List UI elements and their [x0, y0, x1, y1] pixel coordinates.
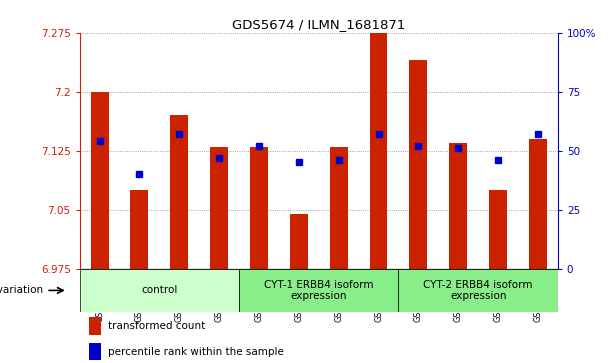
- Bar: [91, 91, 109, 269]
- Bar: [290, 213, 308, 269]
- Bar: [250, 147, 268, 269]
- Bar: [330, 147, 348, 269]
- Bar: [170, 115, 188, 269]
- Text: GSM1380134: GSM1380134: [374, 269, 383, 322]
- Bar: [398, 269, 558, 312]
- Bar: [529, 139, 547, 269]
- Text: control: control: [141, 285, 178, 295]
- Text: GSM1380133: GSM1380133: [334, 269, 343, 322]
- Text: GSM1380128: GSM1380128: [294, 269, 303, 322]
- Text: CYT-2 ERBB4 isoform
expression: CYT-2 ERBB4 isoform expression: [424, 280, 533, 301]
- Text: GSM1380127: GSM1380127: [254, 269, 264, 322]
- Title: GDS5674 / ILMN_1681871: GDS5674 / ILMN_1681871: [232, 19, 405, 32]
- Bar: [449, 143, 467, 269]
- Text: genotype/variation: genotype/variation: [0, 285, 44, 295]
- Bar: [489, 190, 507, 269]
- Bar: [409, 60, 427, 269]
- Bar: [239, 269, 398, 312]
- Bar: [89, 343, 101, 360]
- Text: GSM1380132: GSM1380132: [215, 269, 224, 322]
- Bar: [131, 190, 148, 269]
- Text: transformed count: transformed count: [109, 321, 205, 331]
- Text: GSM1380135: GSM1380135: [493, 269, 503, 322]
- Bar: [89, 317, 101, 335]
- Text: GSM1380126: GSM1380126: [135, 269, 144, 322]
- Text: percentile rank within the sample: percentile rank within the sample: [109, 347, 284, 357]
- Text: GSM1380129: GSM1380129: [414, 269, 423, 322]
- Text: GSM1380130: GSM1380130: [454, 269, 463, 322]
- Text: CYT-1 ERBB4 isoform
expression: CYT-1 ERBB4 isoform expression: [264, 280, 373, 301]
- Text: GSM1380136: GSM1380136: [533, 269, 543, 322]
- Text: GSM1380131: GSM1380131: [175, 269, 184, 322]
- Text: GSM1380125: GSM1380125: [95, 269, 104, 322]
- Bar: [210, 147, 228, 269]
- Bar: [80, 269, 239, 312]
- Bar: [370, 33, 387, 269]
